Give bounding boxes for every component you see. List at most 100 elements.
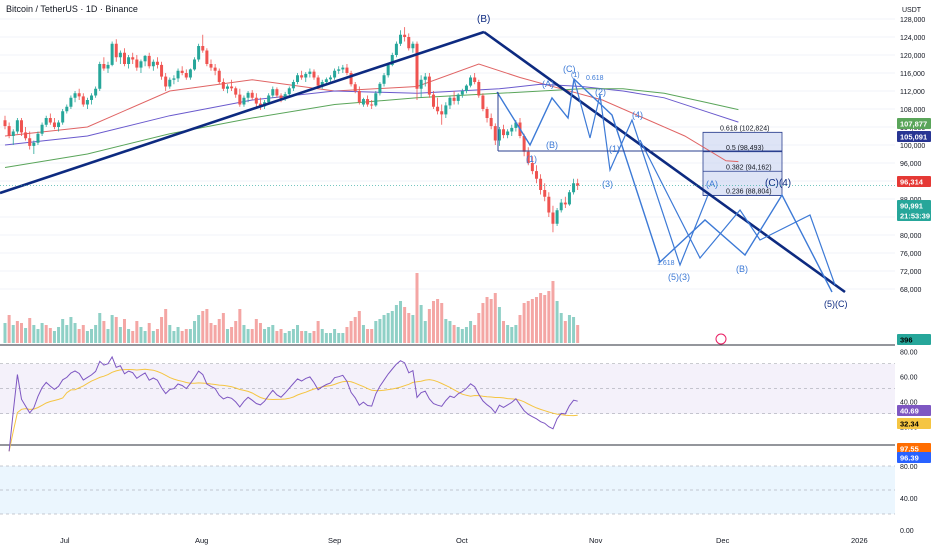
volume-bar	[168, 325, 172, 343]
candle-body	[530, 163, 534, 172]
time-axis[interactable]: Jul Aug Sep Oct Nov Dec 2026	[60, 333, 868, 545]
volume-bar	[209, 323, 213, 343]
volume-bar	[230, 327, 234, 343]
rsi-pane[interactable]	[0, 355, 895, 452]
wave-label: (3)	[602, 179, 613, 189]
volume-bar	[473, 325, 477, 343]
candle-body	[77, 93, 81, 97]
price-badge-label: 96.39	[900, 454, 919, 463]
wave-label: (1)	[609, 144, 620, 154]
candle-body	[419, 79, 423, 89]
volume-bar	[489, 299, 493, 343]
candle-body	[427, 76, 431, 95]
wave-path-lower[interactable]	[639, 139, 836, 286]
chart-title: Bitcoin / TetherUS · 1D · Binance	[6, 4, 138, 14]
candle-body	[242, 97, 246, 105]
volume-bar	[308, 333, 312, 343]
candle-body	[44, 118, 48, 125]
candle-body	[283, 94, 287, 100]
candle-body	[514, 122, 518, 128]
price-tick-label: 72,000	[900, 269, 922, 276]
candle-body	[407, 37, 411, 49]
price-badge	[897, 118, 931, 129]
volume-bar	[48, 328, 52, 343]
candle-body	[469, 77, 473, 86]
time-tick-label: Dec	[716, 536, 730, 545]
volume-bar	[258, 323, 262, 343]
price-tick-label: 68,000	[900, 287, 922, 294]
price-badge-label: 40.69	[900, 407, 919, 416]
wave-label: (1)	[526, 154, 537, 164]
price-badge-label: 105,091	[900, 133, 927, 142]
volume-bar	[440, 303, 444, 343]
stoch-rsi-pane[interactable]	[0, 465, 895, 515]
candle-body	[3, 120, 7, 127]
wave-label: 1.618	[657, 260, 675, 267]
rsi-ma-line	[8, 368, 578, 452]
fib-level-label: 0.236 (88,804)	[726, 188, 772, 195]
volume-bar	[506, 325, 510, 343]
candle-body	[431, 94, 435, 107]
candle-body	[40, 124, 44, 134]
volume-bar	[213, 325, 217, 343]
volume-bar	[510, 327, 514, 343]
wave-path-impulse[interactable]	[573, 78, 709, 267]
candle-body	[160, 64, 164, 77]
trendline-fall[interactable]	[483, 30, 846, 294]
candle-body	[28, 138, 32, 146]
volume-bar	[250, 329, 254, 343]
volume-bar	[341, 333, 345, 343]
rsi-tick-label: 40.00	[900, 399, 918, 406]
moving-average-line	[4, 83, 739, 146]
volume-bar	[254, 319, 258, 343]
candle-body	[155, 61, 159, 65]
candle-body	[493, 126, 497, 141]
volume-bar	[407, 313, 411, 343]
candle-body	[460, 91, 464, 95]
candle-body	[98, 64, 102, 89]
volume-bar	[225, 329, 229, 343]
candle-body	[147, 55, 151, 67]
candle-body	[213, 67, 217, 71]
wave-labels: (B)(A)(C)(1) 0.618(2)(1)(B) (1)(3)(4)1.618…	[477, 14, 848, 309]
wave-label: 0.618	[586, 75, 604, 82]
volume-bar	[131, 331, 135, 343]
candle-body	[61, 111, 65, 123]
candle-body	[139, 61, 143, 68]
fib-retracement-box[interactable]: 0.618 (102,824) 0.5 (98,493) 0.382 (94,162…	[702, 125, 783, 196]
volume-bar	[337, 333, 341, 343]
candle-body	[221, 82, 225, 89]
volume-bar	[394, 305, 398, 343]
volume-bar	[324, 333, 328, 343]
candle-body	[382, 75, 386, 84]
volume-bar	[316, 321, 320, 343]
candle-body	[176, 70, 180, 79]
time-tick-label: Aug	[195, 536, 208, 545]
price-axis[interactable]: USDT 128,000 124,000 120,000 116,000 112,000 1…	[895, 0, 932, 550]
candle-body	[85, 100, 89, 105]
candle-body	[15, 120, 19, 132]
rsi-tick-label: 80.00	[900, 349, 918, 356]
candle-body	[234, 88, 238, 95]
candlesticks[interactable]	[3, 27, 580, 233]
volume-bar	[382, 315, 386, 343]
wave-label: (A)	[706, 179, 718, 189]
volume-bar	[57, 327, 61, 343]
volume-bar	[65, 325, 69, 343]
elliott-wave-drawings[interactable]	[0, 30, 846, 294]
candle-body	[11, 131, 15, 136]
volume-bar	[563, 321, 567, 343]
price-badge	[897, 200, 931, 211]
candle-body	[254, 97, 258, 104]
candle-body	[143, 55, 147, 62]
alert-bolt-icon	[715, 333, 727, 345]
volume-bar	[419, 305, 423, 343]
wave-label: (B)	[736, 264, 748, 274]
candle-body	[65, 106, 69, 112]
volume-bar	[514, 325, 518, 343]
volume-bar	[193, 321, 197, 343]
trendline-rise[interactable]	[0, 30, 485, 195]
volume-bar	[576, 325, 580, 343]
candle-body	[209, 64, 213, 68]
